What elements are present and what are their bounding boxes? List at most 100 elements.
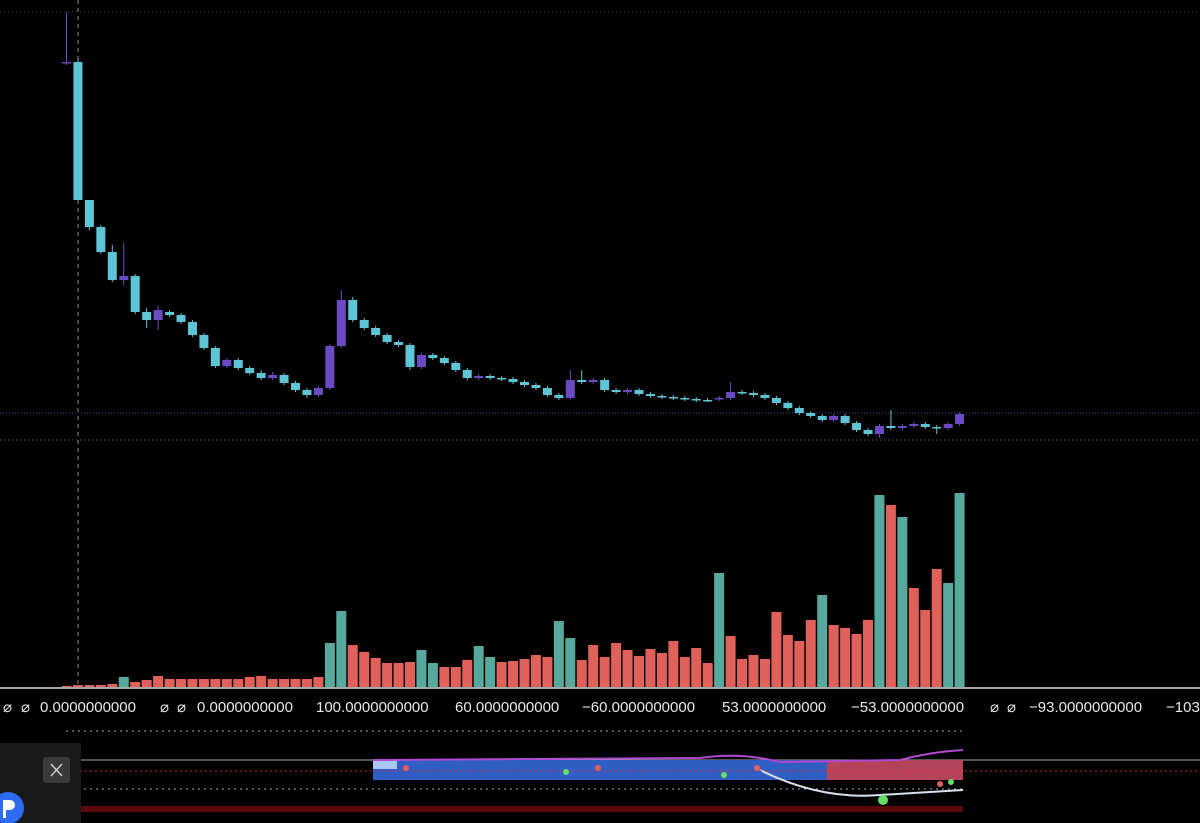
volume-bar: [519, 659, 530, 687]
candle-body: [645, 394, 655, 396]
status-value: 100.0000000000: [316, 699, 429, 716]
dot: [754, 765, 760, 771]
volume-bar: [187, 679, 198, 687]
candle-body: [874, 426, 884, 434]
candle-body: [142, 312, 152, 320]
candle-body: [84, 200, 94, 227]
candle-body: [153, 310, 163, 320]
candle-body: [291, 383, 300, 390]
volume-bar: [61, 686, 72, 687]
indicator-pane: [66, 730, 1200, 812]
candle-body: [520, 382, 529, 385]
candle-body: [623, 390, 633, 392]
volume-bar: [427, 663, 438, 687]
volume-bar: [416, 650, 427, 687]
candle-body: [96, 227, 106, 252]
candle-body: [760, 395, 770, 398]
volume-bar: [450, 667, 461, 687]
candle-body: [577, 380, 587, 382]
candle-body: [508, 379, 518, 382]
candle-body: [806, 413, 816, 416]
volume-bar: [622, 650, 633, 687]
volume-bar: [405, 662, 415, 687]
candle-body: [794, 408, 804, 413]
candle-body: [119, 276, 129, 280]
candle-body: [485, 376, 495, 378]
close-button[interactable]: [43, 757, 70, 783]
volume-bar: [382, 663, 393, 687]
candles: [62, 12, 965, 438]
curve: [759, 769, 964, 797]
volume-bar: [794, 641, 805, 687]
volume-bar: [508, 661, 519, 687]
volume-bar: [611, 643, 622, 687]
candle-body: [852, 423, 862, 430]
volume-bar: [714, 573, 725, 687]
candle-body: [405, 345, 415, 367]
candle-body: [531, 385, 541, 388]
volume-bar: [324, 643, 335, 687]
volume-bar: [565, 638, 576, 687]
volume-bar: [553, 621, 564, 687]
candle-body: [359, 320, 369, 328]
volume-bar: [931, 569, 942, 687]
volume-bar: [679, 657, 690, 687]
volume-bar: [840, 628, 851, 687]
status-value: ⌀: [21, 699, 30, 716]
volume-bar: [737, 659, 748, 687]
candle-body: [588, 380, 598, 382]
dot: [937, 781, 943, 787]
dot: [595, 765, 601, 771]
volume-bar: [462, 660, 473, 687]
candle-body: [863, 430, 873, 434]
dot: [948, 779, 954, 785]
candle-body: [943, 424, 953, 428]
volume-bar: [301, 679, 312, 687]
volume-bar: [141, 680, 152, 687]
volume-bar: [164, 679, 175, 687]
volume-bar: [771, 612, 782, 687]
volume-bar: [668, 641, 679, 687]
candle-body: [554, 395, 564, 398]
volume: [61, 493, 965, 687]
volume-bar: [370, 658, 381, 687]
volume-bar: [863, 620, 873, 687]
logo-mark: [3, 800, 15, 818]
candle-body: [714, 398, 724, 400]
dot: [878, 795, 888, 805]
volume-bar: [485, 657, 496, 687]
candle-body: [245, 368, 255, 373]
candle-body: [691, 399, 701, 401]
volume-bar: [130, 682, 141, 687]
candle-body: [657, 396, 667, 398]
volume-bar: [359, 652, 370, 687]
close-icon[interactable]: [50, 763, 63, 777]
status-value: 0.0000000000: [197, 699, 293, 716]
status-value: ⌀: [3, 699, 12, 716]
volume-bar: [874, 495, 885, 687]
candle-body: [348, 300, 358, 320]
candle-body: [394, 342, 404, 345]
candle-body: [439, 358, 449, 363]
band: [373, 760, 397, 769]
status-value: −93.0000000000: [1029, 699, 1142, 716]
candle-body: [783, 403, 793, 408]
status-value: ⌀: [990, 699, 999, 716]
candle-body: [222, 360, 232, 366]
status-value: ⌀: [160, 699, 169, 716]
volume-bar: [118, 677, 129, 687]
volume-bar: [725, 636, 736, 687]
candle-body: [279, 375, 289, 383]
candle-body: [909, 424, 919, 426]
candle-body: [268, 375, 278, 378]
candle-body: [474, 376, 484, 378]
volume-bar: [473, 646, 484, 687]
candle-body: [611, 390, 621, 392]
volume-bar: [542, 657, 553, 687]
candle-body: [600, 380, 610, 390]
candle-body: [176, 315, 186, 322]
candle-body: [428, 355, 438, 358]
volume-bar: [176, 679, 186, 687]
volume-bar: [897, 517, 908, 687]
candle-body: [199, 335, 209, 348]
